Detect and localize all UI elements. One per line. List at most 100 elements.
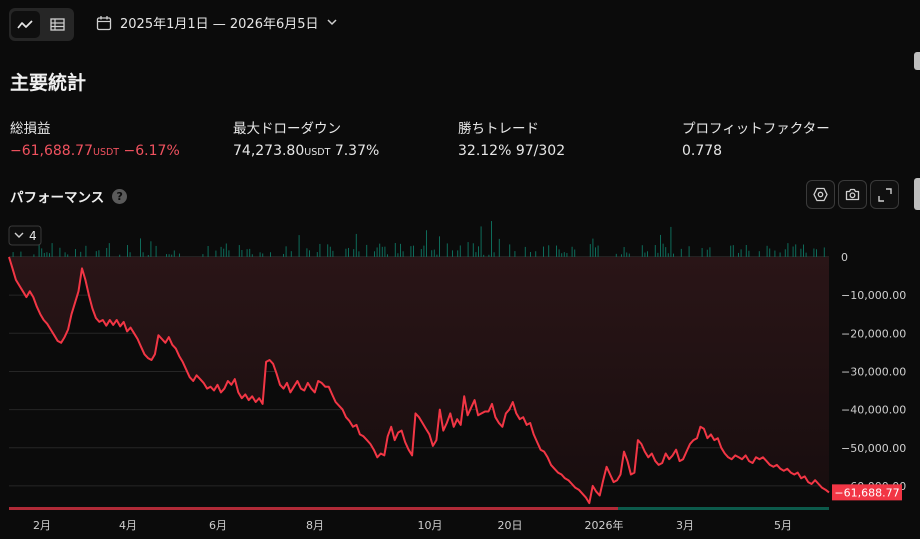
trade-bar-win <box>803 244 804 257</box>
trade-bar-win <box>85 245 87 257</box>
trade-bar-win <box>262 253 264 257</box>
y-tick-label: −40,000.00 <box>841 404 906 417</box>
trade-bar-win <box>397 253 399 257</box>
trade-bar-win <box>108 243 110 257</box>
trade-bar-win <box>249 248 251 257</box>
equity-chart-svg: 0 −10,000.00 −20,000.00 −30,000.00 −40,000.0… <box>8 221 906 532</box>
trade-bar-win <box>784 249 786 257</box>
trade-bar-win <box>98 250 100 257</box>
chart-view-button[interactable] <box>10 11 40 38</box>
trade-bar-win <box>426 230 427 257</box>
fullscreen-button[interactable] <box>870 180 899 209</box>
trade-bar-win <box>595 247 596 257</box>
trade-bar-win <box>621 254 622 257</box>
trade-bar-win <box>155 245 157 257</box>
trade-bar-win <box>816 249 817 257</box>
trade-bar-win <box>561 253 563 257</box>
trade-bar-win <box>766 245 768 257</box>
trade-bar-win <box>358 251 360 257</box>
trade-bar-win <box>319 243 321 257</box>
trade-bar-win <box>353 249 355 257</box>
trade-bar-win <box>566 252 568 257</box>
trade-bar-win <box>748 250 750 257</box>
trade-bar-win <box>556 245 557 257</box>
trade-bar-win <box>623 247 625 257</box>
screenshot-button[interactable] <box>838 180 867 209</box>
trade-bar-win <box>654 245 656 257</box>
trade-bar-win <box>41 248 43 257</box>
metric-total-pnl: 総損益 −61,688.77USDT −6.17% <box>10 117 180 159</box>
trade-bar-win <box>381 246 383 257</box>
scrollbar-thumb[interactable] <box>914 52 920 70</box>
trade-bar-win <box>384 246 386 257</box>
trade-bar-win <box>38 243 40 257</box>
trade-bar-win <box>597 245 599 257</box>
last-value-label: −61,688.77 <box>834 486 899 499</box>
table-view-button[interactable] <box>43 11 72 38</box>
collapse-control[interactable]: 4 <box>8 225 42 246</box>
trade-bar-win <box>332 250 334 257</box>
trade-bar-win <box>387 254 388 257</box>
total-pnl-percent: −6.17% <box>123 143 180 159</box>
x-axis: 2月 4月 6月 8月 10月 20日 2026年 3月 5月 <box>9 507 829 532</box>
trade-bar-win <box>701 248 703 257</box>
trade-bar-win <box>452 250 453 257</box>
help-icon[interactable]: ? <box>112 188 128 204</box>
trade-bar-win <box>207 245 209 257</box>
trade-bar-win <box>46 252 48 257</box>
range-bar-profit <box>618 507 829 510</box>
trade-bar-win <box>345 248 347 257</box>
date-range-selector[interactable]: 2025年1月1日 — 2026年6月5日 <box>96 13 337 32</box>
date-range-label: 2025年1月1日 — 2026年6月5日 <box>120 17 319 32</box>
trade-bar-win <box>75 249 76 257</box>
x-tick-label: 3月 <box>676 519 694 532</box>
scrollbar-thumb[interactable] <box>914 178 920 210</box>
trade-bar-win <box>730 245 732 257</box>
trade-bar-win <box>223 248 225 257</box>
x-tick-label: 4月 <box>119 519 137 532</box>
trade-bar-win <box>20 251 22 257</box>
trade-bar-win <box>626 252 628 257</box>
performance-header: パフォーマンス ? <box>10 186 128 206</box>
trade-bar-win <box>238 245 240 257</box>
trade-bar-win <box>535 251 537 257</box>
trade-bar-win <box>774 250 776 257</box>
trade-bar-win <box>348 247 349 257</box>
win-rate-value: 32.12% <box>458 143 512 159</box>
trade-bar-win <box>641 245 643 257</box>
trade-bar-win <box>563 252 565 257</box>
trade-bar-win <box>327 244 329 257</box>
trade-bar-win <box>709 247 711 257</box>
trade-bar-win <box>680 248 682 257</box>
trade-bar-win <box>673 253 674 257</box>
trade-bar-win <box>64 252 66 257</box>
trade-bar-win <box>127 245 128 257</box>
trade-bar-win <box>823 247 825 257</box>
performance-title: パフォーマンス <box>10 190 105 206</box>
trade-bar-win <box>628 253 630 257</box>
trade-bar-win <box>592 238 594 257</box>
trade-bar-win <box>488 254 490 257</box>
trade-bar-win <box>615 253 617 257</box>
trade-bar-win <box>423 245 425 257</box>
metric-profit-factor: プロフィットファクター 0.778 <box>682 117 830 159</box>
calendar-icon <box>96 15 112 30</box>
trade-bar-win <box>309 250 310 257</box>
trade-bar-win <box>228 250 230 257</box>
line-chart-icon <box>17 19 33 29</box>
x-tick-label: 5月 <box>774 519 792 532</box>
total-pnl-value: −61,688.77 <box>10 143 93 159</box>
total-pnl-unit: USDT <box>92 147 120 158</box>
trade-bar-win <box>220 246 222 257</box>
trade-bar-win <box>769 248 771 257</box>
trade-bar-win <box>530 252 531 257</box>
trade-bar-win <box>166 254 167 257</box>
settings-button[interactable] <box>806 180 835 209</box>
trade-bar-win <box>171 254 173 257</box>
trade-bar-win <box>644 252 646 257</box>
trade-bar-win <box>67 254 69 257</box>
trade-bar-win <box>800 248 802 257</box>
trade-bar-win <box>558 249 560 257</box>
trade-bar-win <box>732 245 734 257</box>
metric-label: 総損益 <box>10 121 51 137</box>
